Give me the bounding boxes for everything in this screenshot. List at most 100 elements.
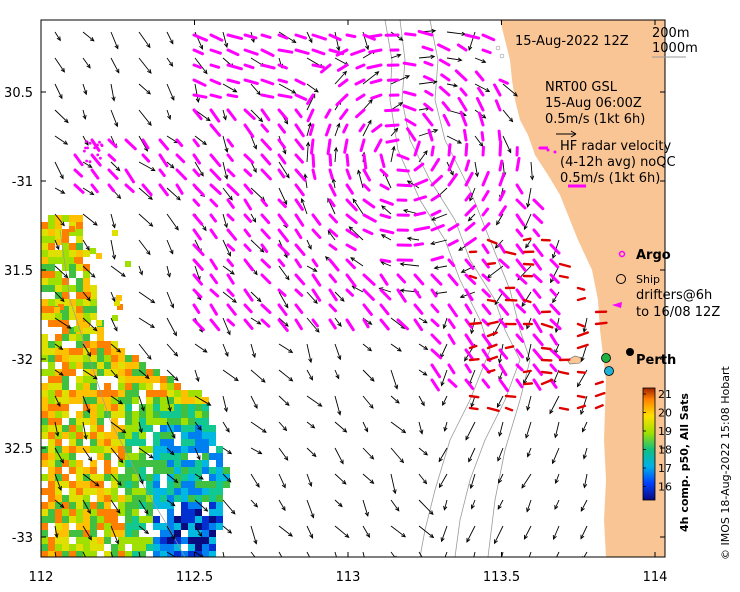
sst-cell [125,551,132,557]
sst-cell [181,404,188,411]
sea-surface-temperature-patch [41,215,230,557]
sst-cell [181,495,188,502]
sst-cell [62,551,69,557]
model-arrow [110,499,121,514]
sst-cell [76,523,83,530]
radar-arrow [260,33,272,39]
radar-arrow [454,69,468,82]
sst-cell [48,516,55,523]
model-arrowhead [199,171,204,177]
sst-cell [62,306,69,313]
model-arrow [166,473,178,483]
radar-arrow [515,363,524,372]
sst-cell [83,376,90,383]
sst-cell [209,425,216,432]
sst-cell [160,418,167,425]
sst-cell [69,418,76,425]
sst-cell [97,446,104,453]
radar-arrow [192,93,208,99]
model-arrowhead [60,221,65,227]
sst-cell [97,537,104,544]
sst-cell [55,404,62,411]
radar-label-1: HF radar velocity [560,139,672,154]
sst-cell [69,348,76,355]
model-arrowhead [259,563,263,567]
model-arrowhead [198,532,203,538]
radar-arrow [311,63,325,69]
model-arrowhead [202,348,208,353]
sst-cell [55,376,62,383]
model-arrow [194,161,204,177]
model-scale-arrowhead [570,130,577,138]
model-arrow [583,473,588,488]
sst-cell [188,523,195,530]
sst-cell [111,523,118,530]
radar-arrow [447,378,458,388]
sst-cell [111,369,118,376]
model-arrowhead [442,401,446,407]
sst-cell [111,439,118,446]
radar-arrow [481,378,491,389]
sst-cell [104,502,111,509]
sst-cell [48,285,55,292]
sst-cell [76,355,83,362]
sst-cell [188,446,195,453]
model-arrowhead [258,117,264,123]
radar-arrow [294,288,304,297]
model-arrow [110,473,122,486]
model-arrowhead [139,479,144,485]
model-arrowhead [257,450,263,455]
sst-cell [202,446,209,453]
drifter-segment [468,394,480,399]
sst-cell [62,453,69,460]
sst-cell [202,453,209,460]
sst-cell [153,481,160,488]
drifters-label-1: drifters@6h [636,288,712,303]
model-arrow [498,473,504,484]
model-arrow [222,317,231,335]
radar-arrow [532,318,543,334]
radar-arrow [464,348,474,360]
model-arrowhead [115,166,121,172]
model-arrowhead [470,329,475,335]
radar-arrow [260,63,276,70]
drifter-segment [504,250,517,256]
sst-cell [90,397,97,404]
radar-arrow [311,273,322,287]
radar-arrow [515,258,527,272]
sst-cell [111,488,118,495]
radar-arrow [158,138,170,151]
sst-cell [83,299,90,306]
model-arrowhead [86,408,91,414]
model-arrow [110,109,118,127]
sst-cell [85,292,91,298]
sst-cell [174,390,181,397]
model-arrowhead [150,167,156,172]
model-arrowhead [380,234,386,239]
model-arrow [110,525,119,544]
sst-cell [62,313,69,320]
sst-cell [69,285,76,292]
sst-cell [216,481,223,488]
sst-cell [132,460,139,467]
radar-arrow [498,190,506,202]
sst-cell [83,322,89,328]
radar-arrow [359,138,366,152]
model-arrowhead [311,452,317,458]
model-arrow [278,161,290,178]
sst-cell [76,306,83,313]
sst-cell [55,397,62,404]
radar-arrow [226,168,236,178]
model-arrowhead [83,434,88,440]
sst-cell [160,551,167,557]
sst-cell [153,404,160,411]
sst-cell [97,509,104,516]
model-arrow [54,239,60,250]
model-arrow [166,161,175,169]
radar-arrow [324,108,332,119]
sst-cell [202,523,209,530]
model-arrow [357,170,364,189]
radar-arrow [324,123,332,137]
model-arrowhead [307,122,312,128]
radar-arrow [396,318,409,331]
